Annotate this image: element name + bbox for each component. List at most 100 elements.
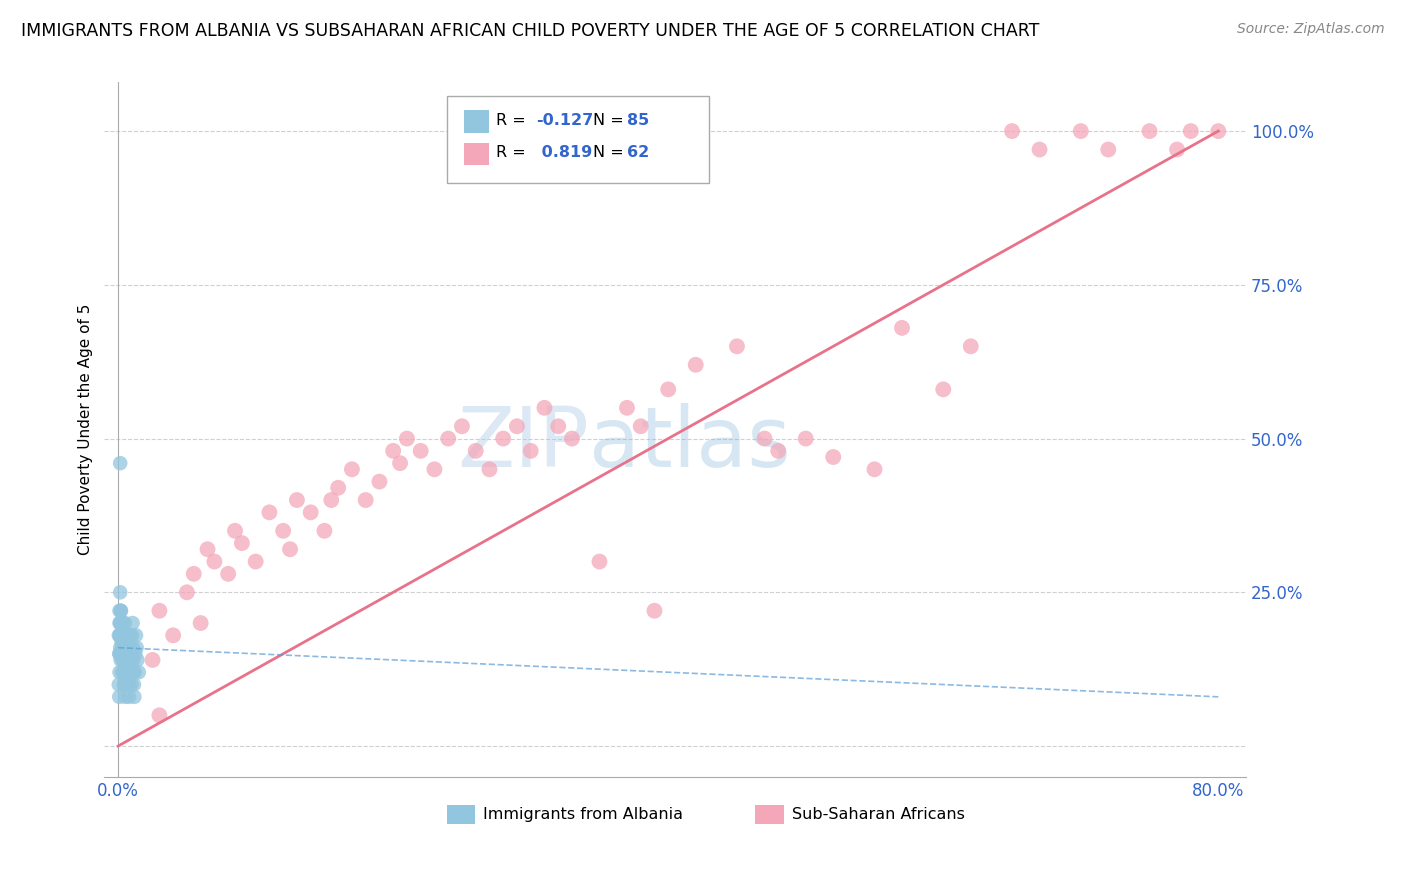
- Point: [389, 456, 412, 470]
- Point: [110, 647, 132, 661]
- Point: [125, 628, 148, 642]
- Point: [932, 383, 955, 397]
- Point: [118, 677, 141, 691]
- Text: R =: R =: [496, 145, 531, 161]
- Point: [108, 628, 131, 642]
- Point: [115, 665, 138, 680]
- Point: [112, 647, 135, 661]
- Point: [114, 615, 136, 630]
- Point: [148, 604, 170, 618]
- Point: [124, 665, 146, 680]
- Point: [108, 690, 131, 704]
- Point: [437, 432, 460, 446]
- Point: [112, 665, 135, 680]
- Point: [112, 647, 135, 661]
- Text: Source: ZipAtlas.com: Source: ZipAtlas.com: [1237, 22, 1385, 37]
- Point: [114, 647, 136, 661]
- Point: [259, 505, 281, 519]
- Point: [121, 628, 143, 642]
- Point: [110, 615, 132, 630]
- Point: [245, 555, 267, 569]
- Text: Immigrants from Albania: Immigrants from Albania: [484, 806, 683, 822]
- Point: [451, 419, 474, 434]
- Point: [111, 653, 134, 667]
- Point: [108, 647, 131, 661]
- Text: N =: N =: [593, 145, 628, 161]
- Point: [768, 443, 790, 458]
- Point: [110, 615, 132, 630]
- Point: [110, 653, 132, 667]
- Point: [120, 665, 142, 680]
- Point: [121, 615, 143, 630]
- Point: [108, 677, 131, 691]
- Point: [328, 481, 350, 495]
- Point: [121, 677, 143, 691]
- Point: [190, 615, 212, 630]
- Point: [112, 677, 135, 691]
- Point: [794, 432, 817, 446]
- Point: [299, 505, 322, 519]
- Point: [111, 628, 134, 642]
- Point: [519, 443, 541, 458]
- Bar: [755, 805, 783, 824]
- Bar: [464, 111, 489, 133]
- Point: [111, 615, 134, 630]
- Point: [108, 628, 131, 642]
- Point: [630, 419, 652, 434]
- Point: [657, 383, 679, 397]
- Point: [959, 339, 981, 353]
- Text: -0.127: -0.127: [536, 112, 593, 128]
- Point: [368, 475, 391, 489]
- Point: [118, 647, 141, 661]
- Point: [112, 665, 135, 680]
- Text: IMMIGRANTS FROM ALBANIA VS SUBSAHARAN AFRICAN CHILD POVERTY UNDER THE AGE OF 5 C: IMMIGRANTS FROM ALBANIA VS SUBSAHARAN AF…: [21, 22, 1039, 40]
- Point: [108, 647, 131, 661]
- Point: [231, 536, 253, 550]
- Point: [111, 640, 134, 655]
- Point: [110, 615, 132, 630]
- Point: [112, 628, 135, 642]
- Point: [114, 628, 136, 642]
- Point: [423, 462, 446, 476]
- Point: [108, 615, 131, 630]
- Point: [117, 628, 139, 642]
- Point: [108, 615, 131, 630]
- Point: [217, 566, 239, 581]
- Point: [108, 604, 131, 618]
- Point: [122, 640, 145, 655]
- Point: [115, 647, 138, 661]
- Point: [141, 653, 163, 667]
- Point: [823, 450, 845, 464]
- Point: [127, 653, 149, 667]
- Point: [1139, 124, 1161, 138]
- Point: [121, 647, 143, 661]
- Text: ZIP: ZIP: [457, 402, 589, 483]
- Point: [863, 462, 886, 476]
- Point: [492, 432, 515, 446]
- Point: [124, 690, 146, 704]
- Point: [115, 653, 138, 667]
- Point: [111, 615, 134, 630]
- Text: N =: N =: [593, 112, 628, 128]
- Point: [464, 443, 486, 458]
- Point: [478, 462, 501, 476]
- Point: [278, 542, 301, 557]
- Point: [685, 358, 707, 372]
- Point: [183, 566, 205, 581]
- Point: [124, 647, 146, 661]
- Point: [112, 653, 135, 667]
- Point: [891, 321, 914, 335]
- Point: [125, 640, 148, 655]
- Point: [321, 493, 343, 508]
- Point: [395, 432, 418, 446]
- Point: [110, 628, 132, 642]
- Point: [1070, 124, 1092, 138]
- Point: [224, 524, 246, 538]
- Text: 62: 62: [627, 145, 650, 161]
- Point: [117, 665, 139, 680]
- Point: [110, 628, 132, 642]
- Point: [122, 677, 145, 691]
- Text: 0.819: 0.819: [536, 145, 592, 161]
- Point: [506, 419, 529, 434]
- Point: [111, 640, 134, 655]
